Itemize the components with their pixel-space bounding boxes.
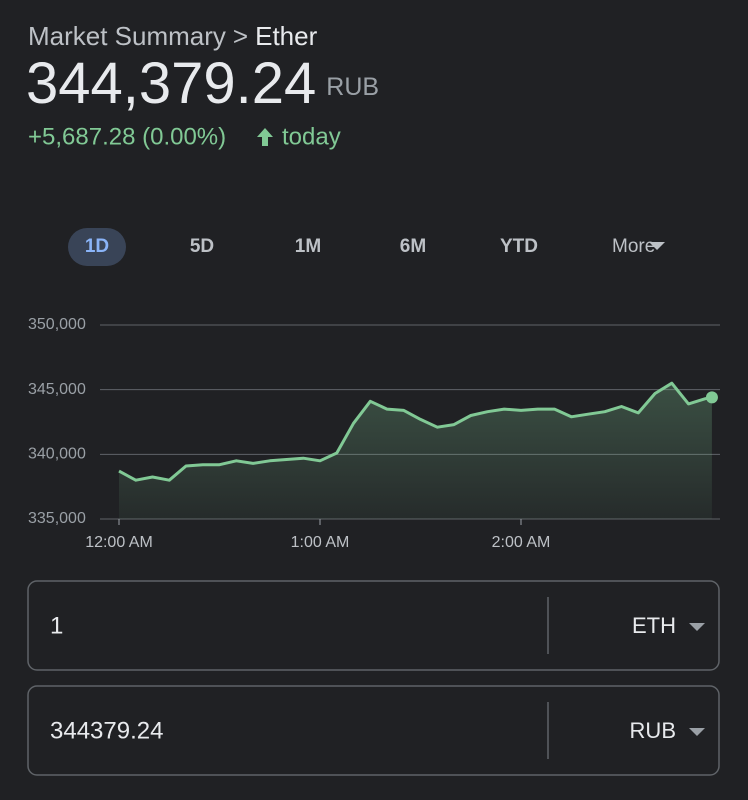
currency: RUB [326, 73, 379, 101]
tab-label[interactable]: 6M [400, 236, 426, 257]
y-tick-label: 350,000 [28, 316, 86, 333]
tab-bar: 1D 5D 1M 6M YTD More [68, 228, 665, 266]
y-tick-label: 345,000 [28, 381, 86, 398]
unit-select[interactable]: RUB [630, 718, 676, 743]
dropdown-arrow [689, 728, 705, 736]
x-tick-label: 12:00 AM [85, 534, 153, 551]
price: 344,379.24 [26, 51, 316, 116]
input-box [27, 685, 720, 776]
up-arrow [257, 128, 273, 146]
input-box [27, 580, 720, 671]
breadcrumb-separator: > [233, 21, 248, 51]
breadcrumb: Market Summary > Ether [28, 21, 318, 51]
price-line: 344,379.24 RUB [26, 51, 379, 116]
y-tick-label: 340,000 [28, 446, 86, 463]
x-tick-label: 1:00 AM [291, 534, 350, 551]
chart: 335,000 340,000 345,000 350,000 12:00 AM 1:00… [28, 316, 720, 551]
tab-label[interactable]: More [612, 236, 655, 257]
converter-row: 1 ETH [27, 580, 720, 671]
breadcrumb-link[interactable]: Market Summary [28, 21, 226, 51]
tab-label[interactable]: 1M [295, 236, 321, 257]
dropdown-arrow [649, 242, 665, 250]
tab[interactable]: More [612, 236, 665, 257]
tab[interactable]: 5D [190, 236, 214, 257]
change-period: today [282, 123, 341, 150]
tab[interactable]: 1D [68, 228, 126, 266]
dropdown-arrow [689, 623, 705, 631]
end-point [705, 391, 718, 404]
tab-label[interactable]: 5D [190, 236, 214, 257]
tab[interactable]: YTD [500, 236, 538, 257]
x-tick-label: 2:00 AM [492, 534, 551, 551]
amount-input[interactable]: 344379.24 [50, 717, 163, 744]
line [118, 381, 713, 482]
tab[interactable]: 1M [295, 236, 321, 257]
breadcrumb-current: Ether [255, 21, 317, 51]
unit-select[interactable]: ETH [632, 613, 676, 638]
amount-input[interactable]: 1 [50, 612, 63, 639]
tab-label[interactable]: YTD [500, 236, 538, 257]
tab-highlight [68, 228, 126, 266]
area [119, 383, 712, 519]
converter-row: 344379.24 RUB [27, 685, 720, 776]
converter: 1 ETH 344379.24 RUB [27, 580, 720, 776]
tab[interactable]: 6M [400, 236, 426, 257]
change: +5,687.28 (0.00%) [28, 123, 226, 150]
y-tick-label: 335,000 [28, 510, 86, 527]
tab-label[interactable]: 1D [85, 236, 109, 257]
